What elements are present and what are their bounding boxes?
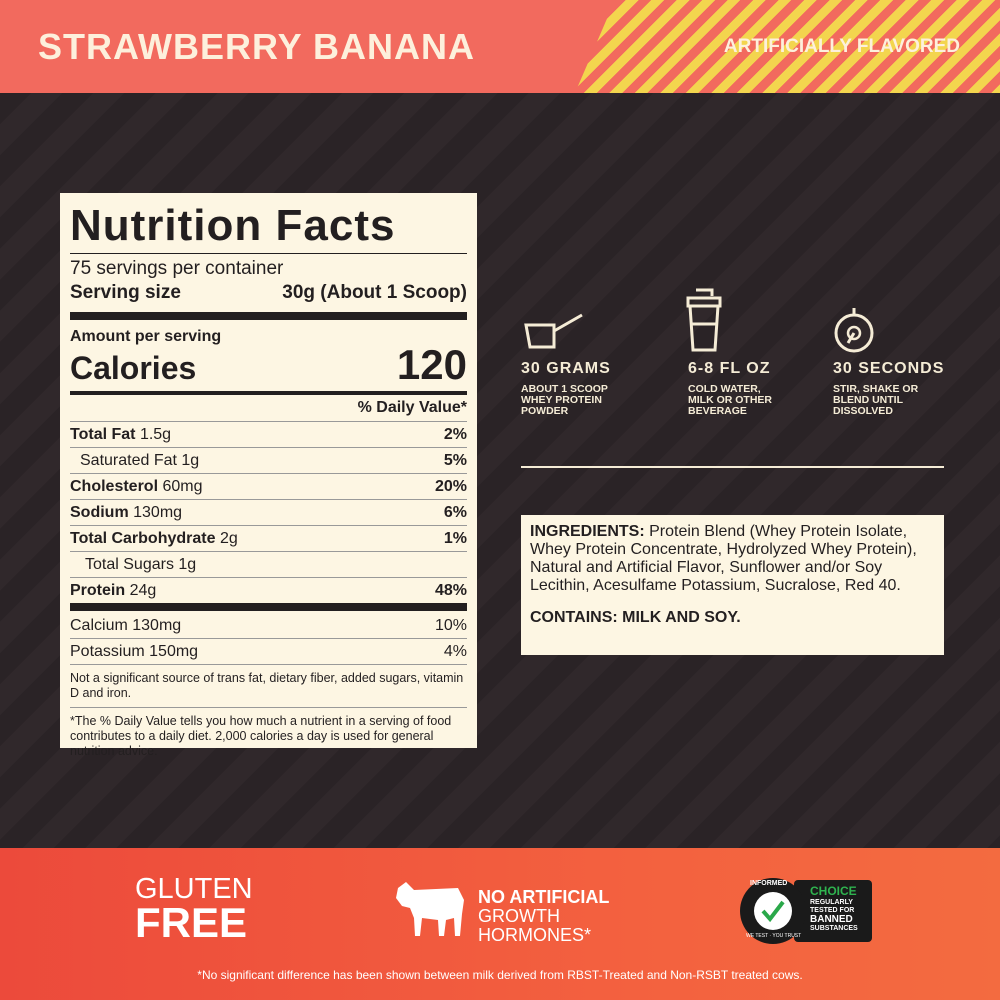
nutrient-amount: 2g bbox=[219, 530, 238, 547]
ingredients-list: Protein Blend (Whey Protein Isolate, Whe… bbox=[530, 523, 917, 594]
gluten-line: GLUTEN bbox=[135, 873, 253, 905]
nutrient-name: Total Sugars bbox=[85, 556, 174, 573]
nutrient-name: Potassium bbox=[70, 643, 145, 660]
nutrient-dv: 2% bbox=[443, 426, 467, 443]
badge-line: BANNED bbox=[810, 914, 853, 925]
nutrient-dv: 6% bbox=[443, 504, 467, 521]
nutrient-row: Total Carbohydrate 2g 1% bbox=[70, 525, 467, 551]
nutrient-amount: 150mg bbox=[149, 643, 199, 660]
nutrient-name: Sodium bbox=[70, 504, 129, 521]
check-icon bbox=[761, 900, 785, 923]
footnote: Not a significant source of trans fat, d… bbox=[70, 664, 467, 707]
header: STRAWBERRY BANANA ARTIFICIALLY FLAVORED bbox=[0, 0, 1000, 93]
nutrient-row: Total Fat 1.5g 2% bbox=[70, 421, 467, 447]
timer-icon bbox=[834, 308, 874, 353]
gluten-line: FREE bbox=[135, 899, 248, 946]
nutrient-dv: 4% bbox=[443, 643, 467, 660]
servings: 75 servings per container bbox=[70, 258, 284, 279]
nutrient-row: Sodium 130mg 6% bbox=[70, 499, 467, 525]
ingredients-label: INGREDIENTS: bbox=[530, 523, 645, 540]
choice: CHOICE bbox=[810, 884, 857, 898]
scoop-icon bbox=[524, 313, 583, 349]
nutrient-name: Saturated Fat bbox=[80, 452, 177, 469]
dv-header: % Daily Value* bbox=[70, 391, 467, 421]
nutrient-amount: 1g bbox=[181, 452, 200, 469]
flavor: STRAWBERRY BANANA bbox=[38, 26, 476, 67]
calories-label: Calories bbox=[70, 350, 197, 386]
calories-row: Calories 120 bbox=[70, 341, 467, 388]
direction-desc: STIR, SHAKE OR BLEND UNTIL DISSOLVED bbox=[833, 383, 919, 417]
ingredients: INGREDIENTS: Protein Blend (Whey Protein… bbox=[521, 515, 944, 655]
badge-line: TESTED FOR bbox=[810, 907, 855, 914]
cow-icon bbox=[396, 882, 464, 936]
contains: CONTAINS: MILK AND SOY. bbox=[530, 609, 741, 626]
nutrient-amount: 24g bbox=[129, 582, 157, 599]
nutrient-amount: 1.5g bbox=[139, 426, 172, 443]
serving-size-value: 30g (About 1 Scoop) bbox=[282, 282, 467, 303]
badge-text: REGULARLY TESTED FOR BANNED SUBSTANCES bbox=[810, 899, 858, 933]
hormones: NO ARTIFICIAL GROWTH HORMONES* bbox=[478, 888, 609, 945]
amount-per-serving: Amount per serving bbox=[70, 312, 467, 346]
footer: GLUTEN FREE NO ARTIFICIAL GROWTH HORMONE… bbox=[0, 848, 1000, 1000]
nutrient-dv: 1% bbox=[443, 530, 467, 547]
nutrient-name: Calcium bbox=[70, 617, 128, 634]
nutrient-row: Protein 24g 48% bbox=[70, 577, 467, 603]
disclaimer: *No significant difference has been show… bbox=[197, 968, 803, 982]
calories-value: 120 bbox=[396, 341, 467, 388]
nutrient-amount: 60mg bbox=[162, 478, 203, 495]
direction-amount: 30 SECONDS bbox=[833, 360, 945, 377]
nutrient-amount: 1g bbox=[178, 556, 197, 573]
badge-line: REGULARLY bbox=[810, 899, 853, 906]
nutrition-panel: Nutrition Facts 75 servings per containe… bbox=[60, 193, 477, 758]
direction: 6-8 FL OZ COLD WATER, MILK OR OTHER BEVER… bbox=[688, 290, 838, 417]
nutrient-row: Saturated Fat 1g 5% bbox=[70, 447, 467, 473]
nutrition-title: Nutrition Facts bbox=[70, 203, 467, 254]
serving-size: Serving size 30g (About 1 Scoop) bbox=[70, 280, 467, 312]
badge-line: SUBSTANCES bbox=[810, 925, 858, 932]
direction-desc: ABOUT 1 SCOOP WHEY PROTEIN POWDER bbox=[521, 383, 608, 417]
hormones-line: HORMONES* bbox=[478, 925, 592, 945]
hormones-line: NO ARTIFICIAL bbox=[478, 887, 610, 907]
badge-inner bbox=[754, 892, 792, 930]
ingredients-text: INGREDIENTS: Protein Blend (Whey Protein… bbox=[530, 523, 935, 595]
tag: ARTIFICIALLY FLAVORED bbox=[723, 36, 960, 57]
nutrient-dv: 48% bbox=[434, 582, 467, 599]
nutrient-dv: 10% bbox=[434, 617, 467, 634]
hormones-line: GROWTH bbox=[478, 906, 560, 926]
nutrient-name: Cholesterol bbox=[70, 478, 159, 495]
footnote: *The % Daily Value tells you how much a … bbox=[70, 707, 467, 765]
direction: 30 GRAMS ABOUT 1 SCOOP WHEY PROTEIN POWDE… bbox=[521, 290, 671, 417]
nutrient-name: Total Carbohydrate bbox=[70, 530, 216, 547]
direction: 30 SECONDS STIR, SHAKE OR BLEND UNTIL DIS… bbox=[833, 290, 983, 417]
nutrient-dv: 5% bbox=[443, 452, 467, 469]
serving-size-label: Serving size bbox=[70, 282, 181, 303]
divider bbox=[521, 466, 944, 468]
nutrient-name: Total Fat bbox=[70, 426, 136, 443]
nutrient-row: Total Sugars 1g bbox=[70, 551, 467, 577]
ring-top: INFORMED bbox=[750, 880, 788, 887]
nutrient-row: Cholesterol 60mg 20% bbox=[70, 473, 467, 499]
ring-bottom: WE TEST · YOU TRUST bbox=[746, 933, 802, 939]
direction-amount: 30 GRAMS bbox=[521, 360, 611, 377]
nutrient-name: Protein bbox=[70, 582, 126, 599]
nutrient-row: Potassium 150mg 4% bbox=[70, 638, 467, 664]
direction-desc: COLD WATER, MILK OR OTHER BEVERAGE bbox=[688, 383, 772, 417]
badge-box bbox=[794, 880, 872, 942]
informed-badge: INFORMED WE TEST · YOU TRUST CHOICE REGU… bbox=[740, 878, 872, 944]
shaker-icon bbox=[686, 288, 722, 352]
direction-amount: 6-8 FL OZ bbox=[688, 360, 771, 377]
nutrient-row: Calcium 130mg 10% bbox=[70, 603, 467, 638]
stripes bbox=[575, 0, 1000, 93]
nutrient-amount: 130mg bbox=[133, 504, 183, 521]
nutrient-dv: 20% bbox=[434, 478, 467, 495]
nutrient-amount: 130mg bbox=[132, 617, 182, 634]
